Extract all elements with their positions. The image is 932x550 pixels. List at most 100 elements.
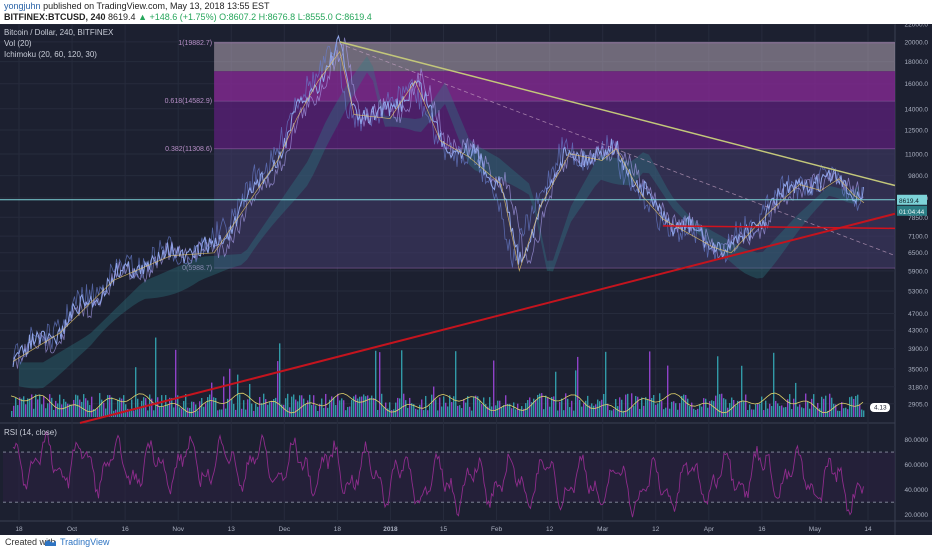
volume-bar: [529, 397, 531, 417]
time-tick-label: Feb: [491, 526, 503, 533]
volume-bar: [721, 393, 723, 417]
volume-bar: [599, 401, 601, 417]
volume-bar: [517, 403, 519, 417]
volume-bar: [471, 410, 473, 417]
volume-bar: [613, 408, 615, 417]
volume-bar: [141, 400, 143, 417]
up-arrow-icon: ▲: [138, 12, 147, 22]
volume-bar: [121, 398, 123, 417]
volume-bar: [49, 394, 51, 417]
volume-bar: [53, 409, 55, 417]
volume-bar: [307, 400, 309, 417]
volume-bar: [133, 410, 135, 417]
volume-bar: [709, 401, 711, 417]
volume-bar: [761, 396, 763, 417]
volume-bar: [817, 402, 819, 417]
volume-bar: [203, 406, 205, 417]
volume-bar: [501, 407, 503, 417]
volume-bar: [591, 403, 593, 417]
volume-bar: [617, 406, 619, 417]
volume-bar: [285, 398, 287, 417]
volume-bar: [717, 356, 719, 417]
volume-bar: [611, 410, 613, 417]
volume-bar: [213, 397, 215, 417]
volume-bar: [297, 401, 299, 417]
volume-bar: [641, 397, 643, 417]
volume-bar: [81, 401, 83, 417]
volume-bar: [313, 395, 315, 417]
volume-bar: [265, 399, 267, 417]
close-value: C:8619.4: [335, 12, 372, 22]
volume-bar: [353, 396, 355, 417]
volume-bar: [485, 404, 487, 417]
volume-bar: [833, 403, 835, 417]
volume-bar: [179, 407, 181, 417]
volume-bar: [799, 404, 801, 417]
volume-bar: [507, 403, 509, 417]
price-tick-label: 3500.0: [908, 366, 928, 373]
volume-bar: [361, 396, 363, 417]
rsi-tick-label: 80.0000: [905, 437, 929, 444]
volume-bar: [515, 409, 517, 417]
volume-bar: [355, 394, 357, 417]
volume-bar: [547, 397, 549, 417]
volume-bar: [605, 351, 607, 417]
volume-bar: [549, 406, 551, 417]
volume-bar: [277, 361, 279, 417]
volume-bar: [197, 410, 199, 417]
volume-bar: [181, 408, 183, 417]
volume-bar: [171, 397, 173, 417]
volume-bar: [863, 410, 865, 417]
volume-bar: [27, 398, 29, 417]
volume-bar: [509, 403, 511, 417]
volume-bar: [735, 405, 737, 417]
price-tick-label: 5900.0: [908, 268, 928, 275]
volume-bar: [537, 394, 539, 417]
tradingview-brand[interactable]: TradingView: [60, 537, 110, 547]
volume-bar: [467, 396, 469, 417]
time-tick-label: May: [809, 526, 822, 533]
fib-level-label: 0.382(11308.6): [165, 146, 212, 153]
price-chart[interactable]: 1(19882.7) 0.618(14582.9) 0.382(11308.6) 0(…: [0, 24, 932, 535]
volume-bar: [435, 399, 437, 417]
volume-bar: [411, 403, 413, 417]
time-tick-label: 12: [546, 526, 554, 533]
volume-bar: [29, 398, 31, 417]
volume-bar: [259, 397, 261, 417]
volume-bar: [563, 410, 565, 417]
volume-bar: [349, 406, 351, 417]
low-value: L:8555.0: [297, 12, 333, 22]
volume-bar: [715, 395, 717, 417]
volume-bar: [777, 403, 779, 417]
volume-bar: [553, 396, 555, 417]
author-link[interactable]: yongjuhn: [4, 1, 41, 11]
volume-bar: [601, 399, 603, 417]
volume-bar: [723, 398, 725, 417]
price-tick-label: 22000.0: [905, 24, 929, 29]
time-tick-label: 13: [228, 526, 236, 533]
time-tick-label: 18: [334, 526, 342, 533]
volume-bar: [65, 401, 67, 417]
volume-bar: [335, 405, 337, 417]
price-tick-label: 4700.0: [908, 311, 928, 318]
volume-bar: [741, 365, 743, 417]
volume-bar: [575, 370, 577, 417]
volume-bar: [481, 404, 483, 417]
volume-bar: [739, 401, 741, 417]
volume-bar: [255, 403, 257, 417]
volume-bar: [445, 402, 447, 417]
ichimoku-legend: Ichimoku (20, 60, 120, 30): [4, 50, 97, 59]
chart-area[interactable]: 1(19882.7) 0.618(14582.9) 0.382(11308.6) 0(…: [0, 24, 932, 535]
volume-bar: [231, 398, 233, 417]
volume-bar: [615, 399, 617, 417]
volume-bar: [561, 398, 563, 417]
volume-bar: [381, 393, 383, 417]
volume-bar: [801, 407, 803, 417]
volume-bar: [783, 407, 785, 417]
volume-bar: [583, 403, 585, 417]
volume-bar: [379, 352, 381, 417]
uptrend-line: [79, 212, 896, 424]
price-change: +148.6 (+1.75%): [149, 12, 217, 22]
volume-bar: [771, 406, 773, 417]
volume-bar: [443, 396, 445, 417]
